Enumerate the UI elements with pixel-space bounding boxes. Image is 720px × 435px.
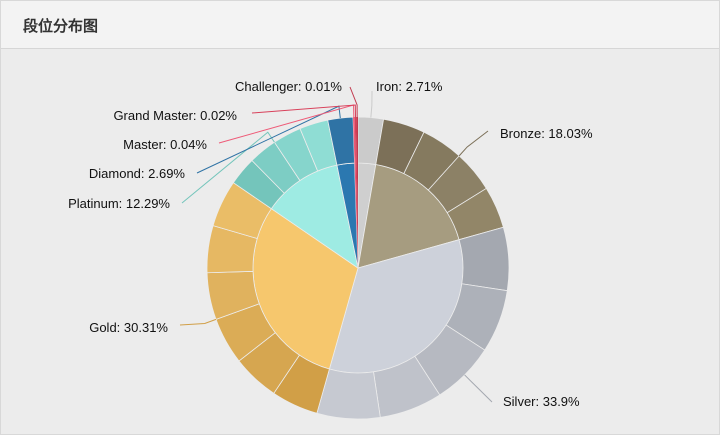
slice-label-silver: Silver: 33.9% [503, 394, 580, 409]
leader-line-iron [370, 90, 373, 118]
slice-label-master: Master: 0.04% [123, 137, 207, 152]
slice-label-diamond: Diamond: 2.69% [89, 166, 186, 181]
leader-line-bronze [458, 130, 489, 157]
leader-line-silver [464, 374, 493, 403]
slice-label-iron: Iron: 2.71% [376, 79, 443, 94]
slice-label-platinum: Platinum: 12.29% [68, 196, 170, 211]
leader-line-challenger [349, 86, 358, 118]
slice-label-grand-master: Grand Master: 0.02% [113, 108, 237, 123]
slice-label-bronze: Bronze: 18.03% [500, 126, 593, 141]
leader-line-grand-master [251, 104, 357, 118]
pie-ring-segment-grand-master [354, 117, 357, 164]
pie-slice-grand-master [355, 163, 358, 268]
pie-ring-segment-challenger [356, 117, 358, 164]
pie-slice-master [354, 163, 358, 268]
pie-ring-segment-master [353, 117, 356, 164]
pie-slice-challenger [356, 163, 358, 268]
leader-line-gold [179, 318, 217, 326]
panel-title: 段位分布图 [23, 17, 99, 35]
slice-label-challenger: Challenger: 0.01% [235, 79, 342, 94]
leader-line-platinum [181, 131, 275, 204]
slice-label-gold: Gold: 30.31% [89, 320, 168, 335]
panel-header: 段位分布图 [1, 1, 719, 49]
